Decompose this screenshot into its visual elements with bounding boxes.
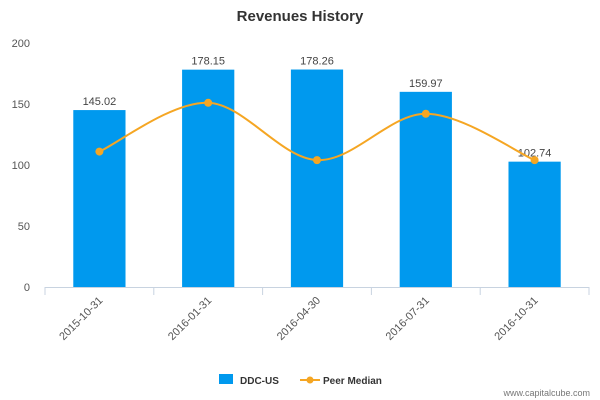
peer-median-point — [421, 109, 430, 118]
watermark: www.capitalcube.com — [502, 388, 590, 398]
legend-swatch-peer-median-marker — [306, 376, 314, 384]
legend-label-peer-median: Peer Median — [323, 376, 382, 387]
bar-value-label: 178.26 — [300, 56, 334, 68]
x-tick-label: 2016-01-31 — [166, 295, 214, 343]
y-tick-label: 150 — [12, 99, 30, 111]
y-axis: 0 50 100 150 200 — [12, 38, 30, 294]
legend-swatch-ddc-us — [219, 374, 233, 384]
bar-value-label: 145.02 — [83, 96, 117, 108]
y-tick-label: 0 — [24, 282, 30, 294]
bar-2015-10-31 — [73, 110, 126, 288]
bar-series — [73, 69, 561, 288]
bar-2016-04-30 — [290, 69, 344, 287]
chart-title: Revenues History — [237, 8, 364, 25]
legend: DDC-US Peer Median — [219, 374, 382, 387]
peer-median-series — [95, 98, 539, 165]
bar-value-label: 159.97 — [409, 78, 443, 90]
peer-median-point — [204, 98, 213, 107]
x-tick-label: 2015-10-31 — [57, 295, 105, 343]
legend-label-ddc-us: DDC-US — [240, 376, 279, 387]
bar-value-label: 178.15 — [191, 56, 225, 68]
peer-median-point — [530, 156, 539, 165]
x-axis: 2015-10-31 2016-01-31 2016-04-30 2016-07-31… — [44, 287, 590, 343]
bar-2016-07-31 — [399, 91, 452, 287]
bar-2016-10-31 — [508, 161, 561, 287]
x-tick-label: 2016-07-31 — [384, 295, 432, 343]
y-tick-label: 50 — [18, 221, 30, 233]
y-tick-label: 100 — [12, 160, 30, 172]
peer-median-point — [95, 147, 104, 156]
x-tick-label: 2016-04-30 — [275, 295, 323, 343]
peer-median-point — [313, 156, 321, 165]
x-tick-label: 2016-10-31 — [492, 295, 540, 343]
y-tick-label: 200 — [12, 38, 30, 50]
